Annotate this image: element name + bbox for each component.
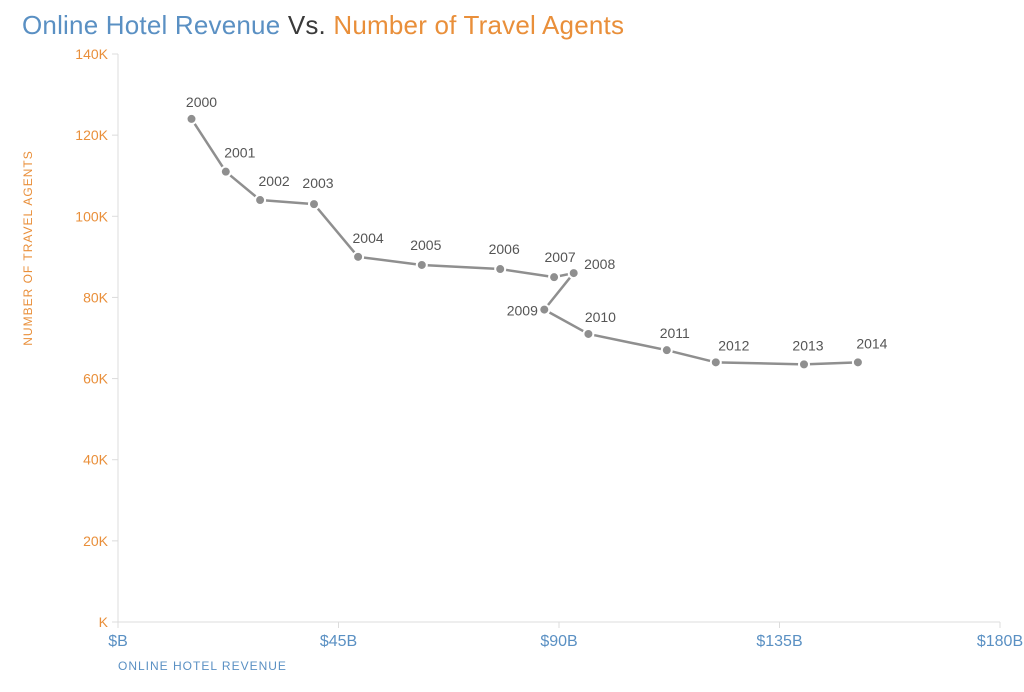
- x-tick-label: $90B: [540, 633, 577, 650]
- point-label: 2007: [545, 249, 576, 265]
- x-tick-label: $45B: [320, 633, 357, 650]
- point-label: 2012: [718, 337, 749, 353]
- title-part-3: Number of Travel Agents: [333, 10, 624, 40]
- point-label: 2000: [186, 94, 217, 110]
- title-part-2: Vs.: [280, 10, 333, 40]
- x-tick-label: $135B: [756, 633, 802, 650]
- series-marker: [495, 264, 505, 274]
- series-marker: [255, 195, 265, 205]
- x-axis-title: ONLINE HOTEL REVENUE: [118, 659, 287, 673]
- series-marker: [221, 167, 231, 177]
- y-tick-label: K: [99, 614, 109, 630]
- chart-container: Online Hotel Revenue Vs. Number of Trave…: [0, 0, 1024, 692]
- title-part-1: Online Hotel Revenue: [22, 10, 280, 40]
- point-label: 2011: [660, 325, 690, 341]
- series-marker: [799, 359, 809, 369]
- y-tick-label: 140K: [75, 46, 108, 62]
- point-label: 2002: [259, 173, 290, 189]
- series-marker: [569, 268, 579, 278]
- point-label: 2005: [410, 237, 441, 253]
- connected-scatter-chart: K 20K 40K 60K 80K 100K 120K 140K $B $45B $90B $135B…: [0, 0, 1024, 692]
- series-marker: [539, 305, 549, 315]
- series-marker: [549, 272, 559, 282]
- chart-title: Online Hotel Revenue Vs. Number of Trave…: [22, 10, 624, 41]
- series-marker: [853, 357, 863, 367]
- y-tick-label: 60K: [83, 371, 109, 387]
- point-label: 2009: [507, 303, 538, 319]
- y-tick-label: 40K: [83, 452, 109, 468]
- series-marker: [417, 260, 427, 270]
- x-tick-label: $180B: [977, 633, 1023, 650]
- point-label: 2014: [856, 335, 887, 351]
- point-label: 2004: [353, 230, 384, 246]
- point-label: 2003: [302, 175, 333, 191]
- series-marker: [309, 199, 319, 209]
- series-marker: [583, 329, 593, 339]
- y-tick-label: 20K: [83, 533, 109, 549]
- y-axis-title: NUMBER OF TRAVEL AGENTS: [21, 150, 35, 345]
- y-tick-label: 80K: [83, 289, 109, 305]
- x-tick-label: $B: [108, 633, 128, 650]
- series-marker: [711, 357, 721, 367]
- point-label: 2001: [224, 145, 255, 161]
- point-label: 2013: [792, 337, 823, 353]
- series-line: [192, 119, 858, 364]
- y-tick-label: 100K: [75, 208, 108, 224]
- point-label: 2006: [489, 241, 520, 257]
- series-marker: [353, 252, 363, 262]
- series-marker: [187, 114, 197, 124]
- series-marker: [662, 345, 672, 355]
- y-tick-label: 120K: [75, 127, 108, 143]
- point-label: 2010: [585, 309, 616, 325]
- point-label: 2008: [584, 256, 615, 272]
